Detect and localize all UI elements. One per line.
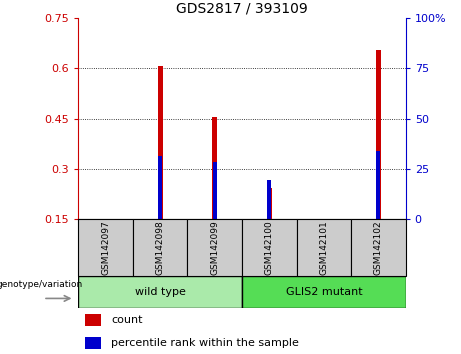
Bar — [158, 156, 162, 219]
Bar — [78, 219, 133, 276]
Text: GSM142102: GSM142102 — [374, 221, 383, 275]
Bar — [267, 180, 271, 219]
Text: GSM142100: GSM142100 — [265, 221, 274, 275]
Text: percentile rank within the sample: percentile rank within the sample — [111, 338, 299, 348]
Bar — [213, 117, 217, 219]
Text: GSM142099: GSM142099 — [210, 221, 219, 275]
Text: count: count — [111, 315, 142, 325]
Bar — [242, 276, 406, 308]
Bar — [188, 219, 242, 276]
Bar — [213, 162, 217, 219]
Bar — [377, 151, 380, 219]
Text: GSM142097: GSM142097 — [101, 221, 110, 275]
Bar — [158, 67, 163, 219]
Bar — [242, 219, 296, 276]
Bar — [78, 276, 242, 308]
Text: wild type: wild type — [135, 287, 186, 297]
Bar — [267, 188, 272, 219]
Text: GSM142098: GSM142098 — [156, 221, 165, 275]
Bar — [376, 50, 381, 219]
Text: genotype/variation: genotype/variation — [0, 280, 83, 289]
Bar — [85, 314, 101, 326]
Bar — [296, 219, 351, 276]
Bar — [85, 337, 101, 349]
Bar — [133, 219, 188, 276]
Text: GLIS2 mutant: GLIS2 mutant — [285, 287, 362, 297]
Bar — [351, 219, 406, 276]
Text: GSM142101: GSM142101 — [319, 221, 328, 275]
Title: GDS2817 / 393109: GDS2817 / 393109 — [176, 1, 308, 15]
